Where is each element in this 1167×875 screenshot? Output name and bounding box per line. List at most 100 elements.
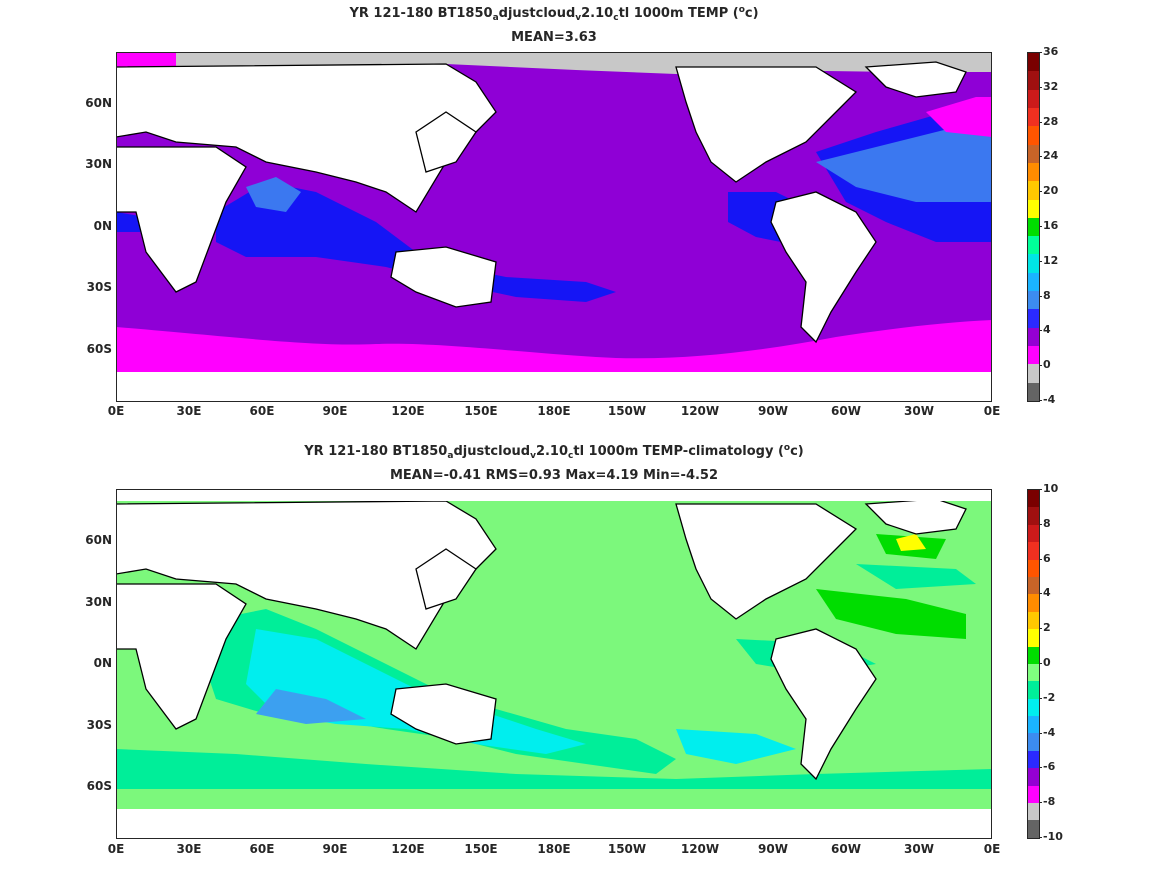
eurasia	[116, 500, 497, 650]
colorbar-tick	[1039, 400, 1042, 401]
atlantic-pos	[816, 589, 966, 639]
colorbar-label: 12	[1043, 253, 1059, 267]
colorbar-label: 32	[1043, 79, 1059, 93]
top-map	[116, 52, 992, 402]
colorbar-label: 4	[1043, 323, 1051, 337]
colorbar-segment	[1028, 272, 1039, 292]
bottom-map	[116, 489, 992, 839]
colorbar-label: -4	[1043, 393, 1056, 406]
colorbar-segment	[1028, 698, 1039, 717]
colorbar-tick	[1039, 121, 1042, 123]
australia	[390, 246, 497, 308]
bottom-xtick-5: 150E	[464, 842, 498, 856]
colorbar-label: 36	[1043, 45, 1059, 58]
top-xtick-6: 180E	[537, 404, 571, 418]
colorbar-segment	[1028, 89, 1039, 108]
bottom-panel-title: YR 121-180 BT1850adjustcloudv2.10ctl 100…	[304, 443, 804, 461]
colorbar-label: 6	[1043, 551, 1051, 565]
colorbar-segment	[1028, 629, 1039, 647]
bottom-xtick-4: 120E	[391, 842, 425, 856]
colorbar-segment	[1028, 236, 1039, 255]
colorbar-label: 8	[1043, 288, 1051, 302]
east-asia	[415, 111, 477, 173]
bottom-xtick-11: 30W	[904, 842, 934, 856]
colorbar-segment	[1028, 803, 1039, 821]
colorbar-tick	[1039, 365, 1042, 367]
colorbar-segment	[1028, 346, 1039, 365]
colorbar-segment	[1028, 559, 1039, 577]
top-ytick-60s: 60S	[86, 342, 112, 356]
colorbar-tick	[1039, 156, 1042, 158]
colorbar-label: 0	[1043, 656, 1051, 669]
colorbar-label: -10	[1043, 830, 1063, 843]
colorbar-segment	[1028, 162, 1039, 182]
bottom-ytick-30s: 30S	[86, 718, 112, 732]
top-panel-stats: MEAN=3.63	[511, 30, 597, 45]
colorbar-segment	[1028, 646, 1039, 664]
antarctica	[116, 809, 992, 839]
top-xtick-11: 30W	[904, 404, 934, 418]
colorbar-segment	[1028, 507, 1039, 525]
bottom-xtick-12: 0E	[983, 842, 1001, 856]
indian-ocean-blue	[216, 182, 616, 302]
colorbar-tick	[1039, 191, 1042, 193]
colorbar-tick	[1039, 226, 1042, 227]
colorbar-segment	[1028, 594, 1039, 612]
bottom-ytick-30n: 30N	[85, 595, 112, 609]
top-xtick-9: 90W	[758, 404, 788, 418]
bottom-xtick-3: 90E	[322, 842, 348, 856]
bottom-xtick-6: 180E	[537, 842, 571, 856]
top-xtick-2: 60E	[249, 404, 275, 418]
indian-neg-large	[256, 689, 366, 724]
colorbar-segment	[1028, 382, 1039, 401]
colorbar-tick	[1039, 260, 1042, 262]
top-xtick-7: 150W	[607, 404, 647, 418]
labrador-pos-high	[896, 534, 926, 551]
bottom-map-svg	[116, 489, 992, 839]
colorbar-segment	[1028, 785, 1039, 804]
bottom-xtick-1: 30E	[176, 842, 202, 856]
atlantic-warm-blue	[816, 122, 992, 202]
top-ytick-30s: 30S	[86, 280, 112, 294]
bottom-ytick-0n: 0N	[93, 656, 112, 670]
africa	[116, 583, 247, 730]
colorbar-tick	[1039, 52, 1042, 53]
colorbar-label: -4	[1043, 725, 1056, 739]
colorbar-tick	[1039, 767, 1042, 769]
south-america	[770, 628, 877, 781]
bottom-xtick-8: 120W	[680, 842, 720, 856]
bottom-ytick-60s: 60S	[86, 779, 112, 793]
bottom-ytick-60n: 60N	[85, 533, 112, 547]
colorbar-segment	[1028, 663, 1039, 682]
colorbar-tick	[1039, 697, 1042, 699]
bottom-xtick-0: 0E	[107, 842, 125, 856]
colorbar-segment	[1028, 291, 1039, 310]
colorbar-tick	[1039, 732, 1042, 734]
colorbar-label: 4	[1043, 586, 1051, 600]
arctic-mask	[116, 489, 992, 501]
colorbar-segment	[1028, 126, 1039, 145]
colorbar-segment	[1028, 181, 1039, 200]
colorbar-tick	[1039, 628, 1042, 630]
south-pacific-neg	[676, 729, 796, 764]
colorbar-segment	[1028, 71, 1039, 90]
colorbar-segment	[1028, 490, 1039, 508]
colorbar-segment	[1028, 611, 1039, 630]
colorbar-label: 16	[1043, 219, 1059, 232]
top-colorbar	[1027, 52, 1040, 402]
colorbar-segment	[1028, 542, 1039, 560]
colorbar-tick	[1039, 837, 1042, 838]
colorbar-tick	[1039, 523, 1042, 525]
southern-ocean-band	[116, 320, 992, 372]
colorbar-label: 2	[1043, 621, 1051, 635]
colorbar-label: -8	[1043, 795, 1056, 809]
colorbar-segment	[1028, 309, 1039, 328]
colorbar-segment	[1028, 576, 1039, 595]
greenland	[864, 61, 967, 98]
colorbar-segment	[1028, 524, 1039, 543]
australia	[390, 683, 497, 745]
colorbar-segment	[1028, 820, 1039, 838]
colorbar-tick	[1039, 295, 1042, 297]
colorbar-label: 24	[1043, 149, 1059, 163]
colorbar-label: 10	[1043, 482, 1059, 495]
